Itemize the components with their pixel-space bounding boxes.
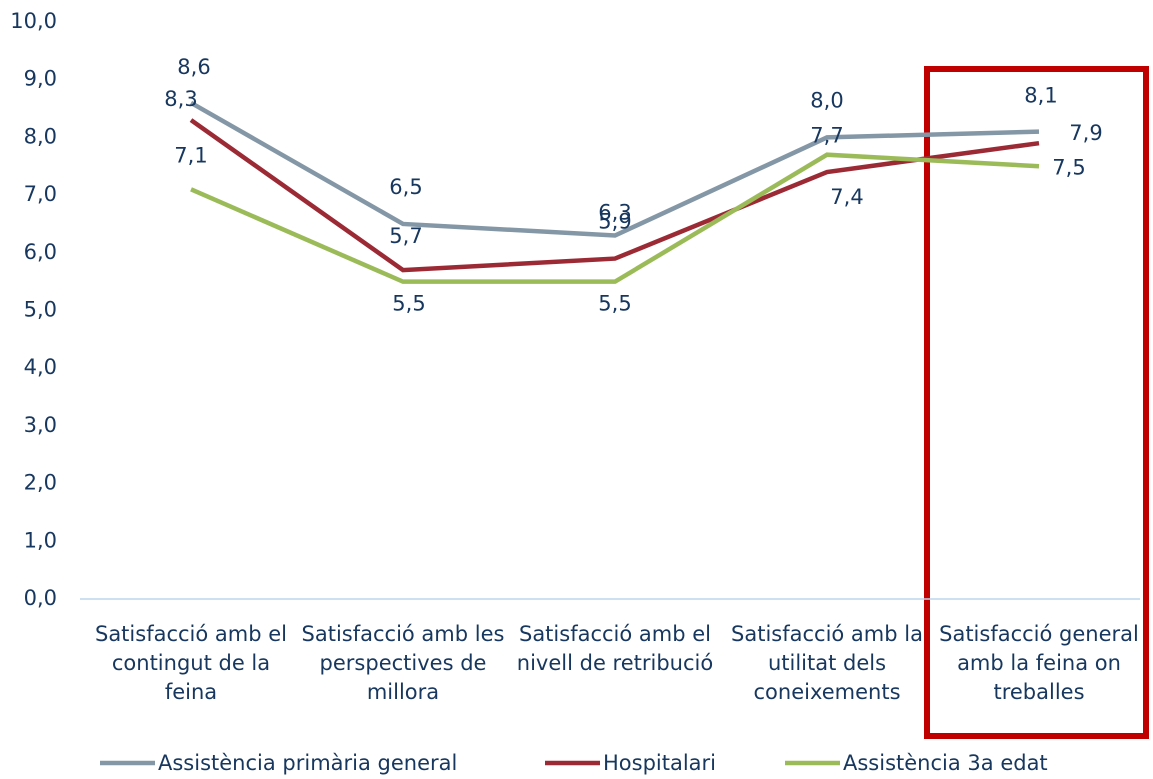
data-label: 5,7 bbox=[389, 224, 422, 248]
y-tick-label: 5,0 bbox=[24, 298, 57, 322]
x-tick-label: Satisfacció general amb la feina on treb… bbox=[939, 622, 1139, 704]
legend-label: Assistència 3a edat bbox=[843, 751, 1048, 775]
y-tick-label: 6,0 bbox=[24, 240, 57, 264]
y-tick-label: 1,0 bbox=[24, 528, 57, 552]
data-label: 5,9 bbox=[598, 210, 631, 234]
data-label: 7,5 bbox=[1052, 155, 1085, 179]
data-label: 8,0 bbox=[810, 88, 843, 112]
data-label: 8,1 bbox=[1024, 84, 1057, 108]
data-label: 5,5 bbox=[392, 292, 425, 316]
y-tick-label: 9,0 bbox=[24, 67, 57, 91]
data-label: 6,3 bbox=[598, 200, 631, 224]
y-tick-label: 8,0 bbox=[24, 124, 57, 148]
series-line bbox=[190, 152, 1040, 284]
legend-label: Assistència primària general bbox=[158, 751, 457, 775]
x-tick-label: Satisfacció amb la utilitat dels coneixe… bbox=[731, 622, 923, 704]
y-tick-label: 4,0 bbox=[24, 355, 57, 379]
data-label: 7,7 bbox=[810, 124, 843, 148]
y-tick-label: 0,0 bbox=[24, 586, 57, 610]
y-tick-label: 10,0 bbox=[10, 9, 57, 33]
x-tick-label: Satisfacció amb el contingut de la feina bbox=[94, 622, 287, 704]
y-tick-label: 2,0 bbox=[24, 471, 57, 495]
series-line bbox=[189, 118, 1040, 273]
data-label: 5,5 bbox=[598, 292, 631, 316]
x-tick-label: Satisfacció amb el nivell de retribució bbox=[516, 622, 714, 675]
legend-label: Hospitalari bbox=[603, 751, 716, 775]
data-label: 7,4 bbox=[830, 185, 863, 209]
data-label: 7,1 bbox=[174, 143, 207, 167]
y-tick-label: 7,0 bbox=[24, 182, 57, 206]
x-tick-label: Satisfacció amb les perspectives de mill… bbox=[301, 622, 505, 704]
highlight-box bbox=[924, 66, 1149, 739]
data-label: 8,3 bbox=[164, 87, 197, 111]
data-label: 8,6 bbox=[177, 55, 210, 79]
data-label: 6,5 bbox=[389, 175, 422, 199]
y-tick-label: 3,0 bbox=[24, 413, 57, 437]
data-label: 7,9 bbox=[1069, 121, 1102, 145]
series-line bbox=[189, 100, 1040, 238]
